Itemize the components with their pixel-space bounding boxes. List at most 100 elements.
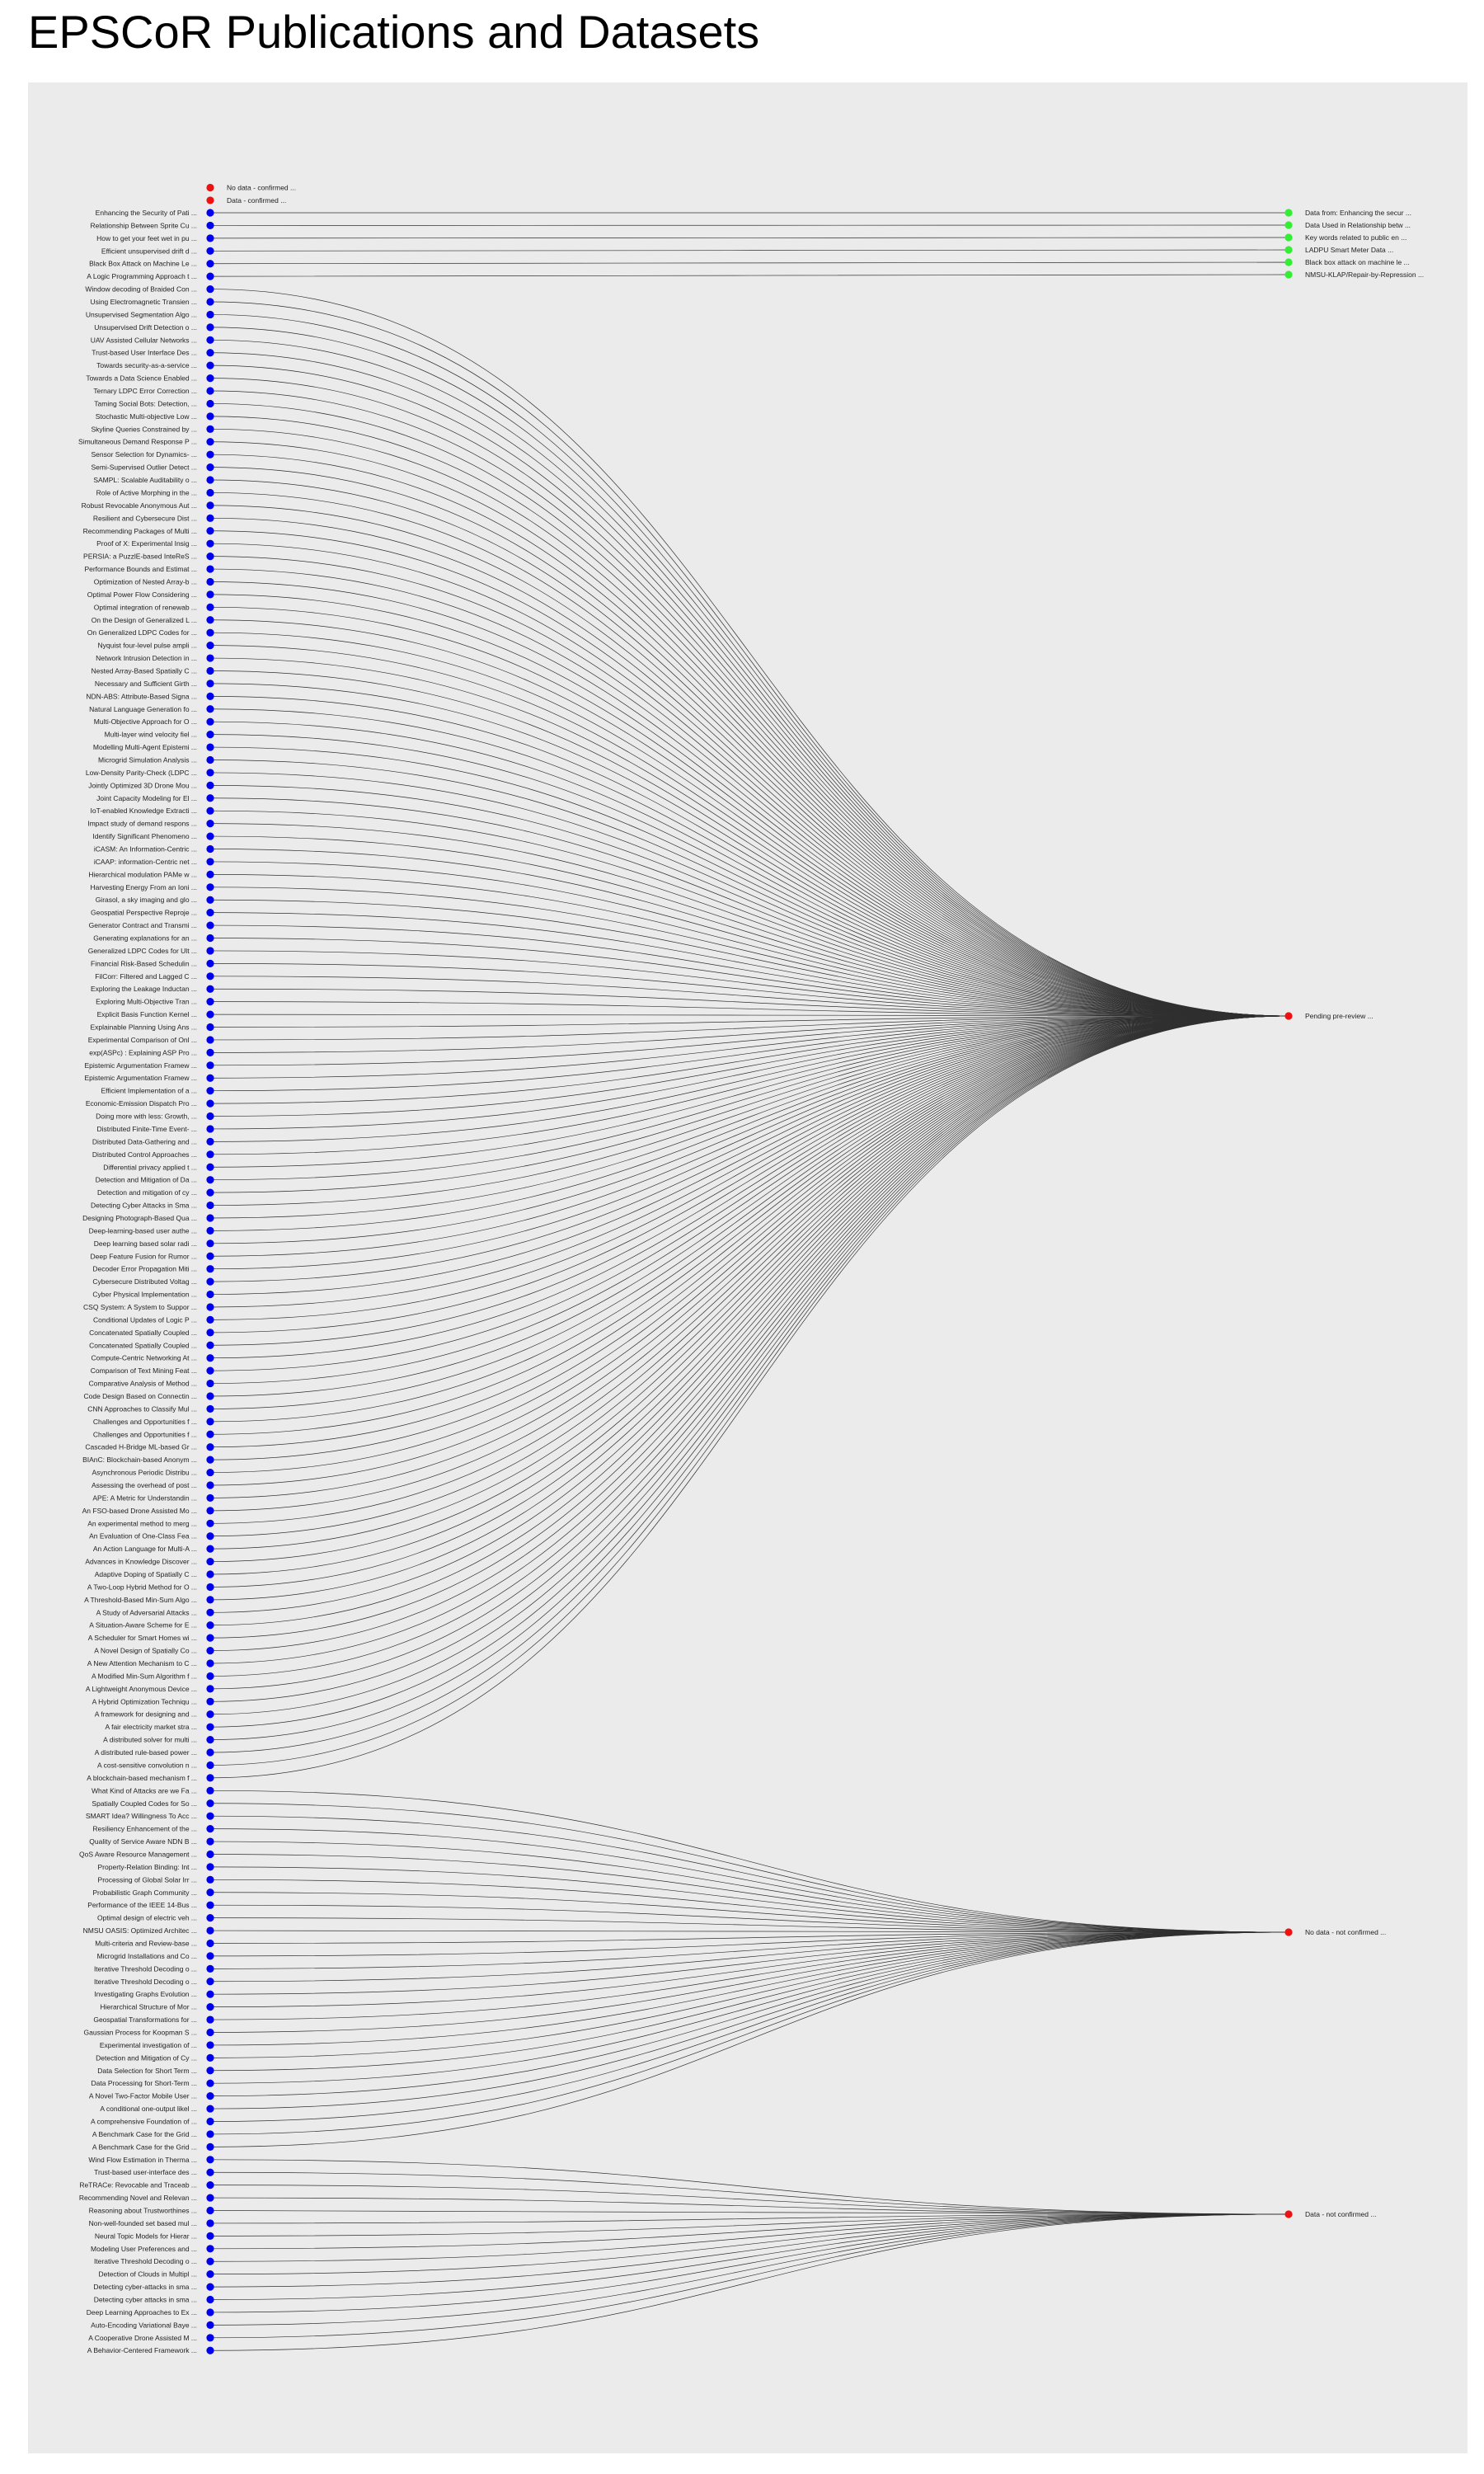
- publication-node[interactable]: [206, 1646, 214, 1655]
- dataset-node[interactable]: [1284, 209, 1293, 217]
- publication-node[interactable]: [206, 438, 214, 446]
- publication-node[interactable]: [206, 1914, 214, 1922]
- publication-node[interactable]: [206, 1748, 214, 1757]
- publication-node[interactable]: [206, 1061, 214, 1070]
- publication-node[interactable]: [206, 680, 214, 688]
- publication-node[interactable]: [206, 1366, 214, 1375]
- publication-node[interactable]: [206, 2219, 214, 2227]
- publication-node[interactable]: [206, 603, 214, 611]
- dataset-node[interactable]: [1284, 1928, 1293, 1936]
- publication-node[interactable]: [206, 1621, 214, 1630]
- publication-node[interactable]: [206, 1137, 214, 1145]
- publication-node[interactable]: [206, 272, 214, 280]
- publication-node[interactable]: [206, 985, 214, 993]
- publication-node[interactable]: [206, 628, 214, 637]
- publication-node[interactable]: [206, 1418, 214, 1426]
- publication-node[interactable]: [206, 1850, 214, 1859]
- publication-node[interactable]: [206, 1786, 214, 1794]
- publication-node[interactable]: [206, 488, 214, 497]
- publication-node[interactable]: [206, 1265, 214, 1273]
- publication-node[interactable]: [206, 1888, 214, 1897]
- category-node-data-confirmed[interactable]: [206, 196, 214, 205]
- publication-node[interactable]: [206, 1481, 214, 1489]
- dataset-node[interactable]: [1284, 233, 1293, 242]
- publication-node[interactable]: [206, 2334, 214, 2342]
- publication-node[interactable]: [206, 1608, 214, 1616]
- publication-node[interactable]: [206, 755, 214, 764]
- publication-node[interactable]: [206, 972, 214, 981]
- publication-node[interactable]: [206, 858, 214, 866]
- publication-node[interactable]: [206, 527, 214, 535]
- dataset-node[interactable]: [1284, 270, 1293, 279]
- publication-node[interactable]: [206, 1926, 214, 1935]
- publication-node[interactable]: [206, 2308, 214, 2316]
- publication-node[interactable]: [206, 1176, 214, 1184]
- publication-node[interactable]: [206, 1099, 214, 1108]
- publication-node[interactable]: [206, 450, 214, 459]
- publication-node[interactable]: [206, 1404, 214, 1413]
- publication-node[interactable]: [206, 1685, 214, 1693]
- publication-node[interactable]: [206, 2028, 214, 2037]
- publication-node[interactable]: [206, 883, 214, 891]
- publication-node[interactable]: [206, 666, 214, 675]
- publication-node[interactable]: [206, 998, 214, 1006]
- publication-node[interactable]: [206, 387, 214, 395]
- publication-node[interactable]: [206, 1812, 214, 1820]
- publication-node[interactable]: [206, 336, 214, 344]
- publication-node[interactable]: [206, 1023, 214, 1032]
- publication-node[interactable]: [206, 1163, 214, 1171]
- publication-node[interactable]: [206, 2015, 214, 2024]
- publication-node[interactable]: [206, 1939, 214, 1948]
- publication-node[interactable]: [206, 577, 214, 586]
- publication-node[interactable]: [206, 743, 214, 751]
- publication-node[interactable]: [206, 1570, 214, 1578]
- publication-node[interactable]: [206, 1634, 214, 1642]
- publication-node[interactable]: [206, 1252, 214, 1260]
- category-node-no-data-confirmed[interactable]: [206, 183, 214, 192]
- publication-node[interactable]: [206, 2321, 214, 2329]
- publication-node[interactable]: [206, 2270, 214, 2279]
- publication-node[interactable]: [206, 909, 214, 917]
- publication-node[interactable]: [206, 2041, 214, 2049]
- publication-node[interactable]: [206, 921, 214, 929]
- publication-node[interactable]: [206, 260, 214, 268]
- publication-node[interactable]: [206, 425, 214, 433]
- publication-node[interactable]: [206, 1125, 214, 1133]
- publication-node[interactable]: [206, 934, 214, 943]
- publication-node[interactable]: [206, 1952, 214, 1960]
- publication-node[interactable]: [206, 1010, 214, 1018]
- publication-node[interactable]: [206, 234, 214, 242]
- publication-node[interactable]: [206, 1990, 214, 1998]
- publication-node[interactable]: [206, 1048, 214, 1056]
- publication-node[interactable]: [206, 1837, 214, 1846]
- publication-node[interactable]: [206, 553, 214, 561]
- publication-node[interactable]: [206, 2168, 214, 2176]
- publication-node[interactable]: [206, 870, 214, 878]
- publication-node[interactable]: [206, 1659, 214, 1667]
- publication-node[interactable]: [206, 1596, 214, 1604]
- publication-node[interactable]: [206, 2206, 214, 2215]
- publication-node[interactable]: [206, 247, 214, 255]
- publication-node[interactable]: [206, 1392, 214, 1400]
- publication-node[interactable]: [206, 221, 214, 230]
- publication-node[interactable]: [206, 298, 214, 306]
- publication-node[interactable]: [206, 1354, 214, 1362]
- publication-node[interactable]: [206, 2194, 214, 2202]
- publication-node[interactable]: [206, 1036, 214, 1044]
- publication-node[interactable]: [206, 1583, 214, 1592]
- publication-node[interactable]: [206, 1799, 214, 1808]
- publication-node[interactable]: [206, 832, 214, 840]
- publication-node[interactable]: [206, 1863, 214, 1871]
- publication-node[interactable]: [206, 1672, 214, 1681]
- publication-node[interactable]: [206, 1443, 214, 1451]
- publication-node[interactable]: [206, 1545, 214, 1553]
- dataset-node[interactable]: [1284, 1012, 1293, 1020]
- publication-node[interactable]: [206, 1329, 214, 1337]
- publication-node[interactable]: [206, 1532, 214, 1540]
- publication-node[interactable]: [206, 361, 214, 369]
- publication-node[interactable]: [206, 1150, 214, 1159]
- publication-node[interactable]: [206, 374, 214, 383]
- dataset-node[interactable]: [1284, 258, 1293, 266]
- publication-node[interactable]: [206, 1315, 214, 1324]
- publication-node[interactable]: [206, 947, 214, 955]
